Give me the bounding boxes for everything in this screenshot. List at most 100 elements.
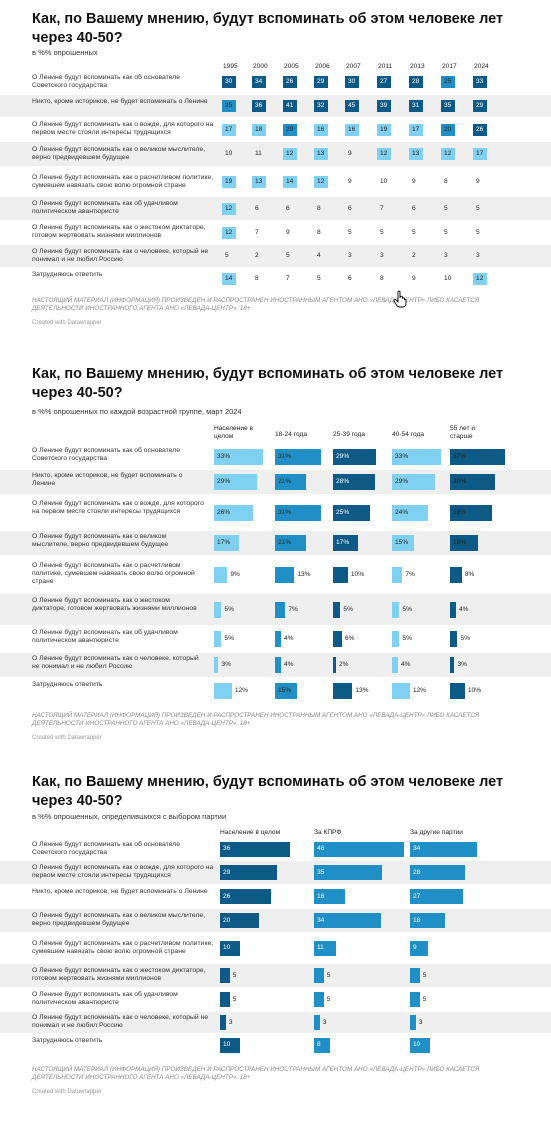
bar-mark — [333, 474, 375, 490]
value-cell — [283, 176, 297, 188]
value-label: 3% — [221, 661, 231, 668]
value-label: 39 — [380, 102, 388, 109]
bar-mark — [214, 683, 232, 699]
row-label: О Ленине будут вспоминать как о вожде, д… — [32, 121, 214, 137]
table-row: О Ленине будут вспоминать как о великом … — [0, 531, 551, 555]
value-cell — [283, 123, 297, 136]
value-label: 5 — [317, 275, 321, 282]
value-label: 9 — [476, 178, 480, 185]
bar-mark — [275, 449, 322, 465]
value-label: 6 — [412, 204, 416, 212]
bar-mark — [410, 865, 465, 880]
value-label: 8 — [255, 275, 259, 282]
value-cell — [314, 100, 328, 112]
value-label: 10% — [350, 570, 365, 578]
value-label: 5 — [476, 204, 480, 212]
value-label: 3 — [380, 252, 384, 259]
value-label: 6 — [348, 275, 352, 282]
row-label: О Ленине будут вспоминать как о вожде, д… — [32, 864, 214, 880]
bar-mark — [333, 504, 371, 521]
bar-mark — [214, 631, 222, 647]
bar-mark — [314, 913, 381, 928]
column-header: 2007 — [346, 63, 361, 70]
bar-mark — [410, 940, 428, 956]
value-label: 5 — [286, 252, 290, 259]
value-label: 29% — [217, 478, 231, 485]
bar-mark — [220, 1015, 226, 1030]
value-cell — [473, 148, 487, 160]
value-cell — [283, 100, 297, 112]
value-label: 10% — [467, 687, 482, 694]
value-label: 12 — [225, 204, 233, 212]
value-label: 33% — [395, 453, 409, 460]
value-label: 19 — [380, 125, 388, 133]
value-label: 25 — [444, 78, 452, 85]
chart-title: Как, по Вашему мнению, будут вспоминать … — [32, 11, 504, 46]
row-label: Затрудняюсь ответить — [32, 1036, 103, 1044]
value-label: 19% — [453, 539, 467, 546]
bar-mark — [220, 968, 230, 983]
value-label: 6 — [286, 204, 290, 212]
value-label: 19 — [225, 178, 233, 185]
value-label: 5% — [402, 635, 412, 642]
row-label: О Ленине будут вспоминать как об удачлив… — [32, 991, 178, 1007]
value-label: 29 — [223, 868, 231, 876]
value-label: 9% — [230, 570, 240, 578]
column-header: Население в целом — [214, 425, 254, 440]
value-label: 33 — [476, 78, 484, 85]
value-label: 31 — [412, 102, 420, 109]
column-header: 2011 — [378, 63, 393, 70]
row-label: О Ленине будут вспоминать как об удачлив… — [32, 200, 178, 216]
bar-mark — [392, 504, 428, 521]
column-header: 25-39 года — [333, 431, 365, 438]
value-label: 16 — [317, 892, 325, 900]
table-row: О Ленине будут вспоминать как об удачлив… — [0, 197, 551, 220]
row-label: О Ленине будут вспоминать как о жестоком… — [32, 597, 197, 613]
bar-mark — [275, 657, 281, 673]
value-cell — [473, 123, 487, 136]
value-label: 5 — [444, 228, 448, 236]
value-label: 2 — [412, 252, 416, 259]
row-label: Затрудняюсь ответить — [32, 270, 103, 278]
bar-mark — [392, 601, 400, 618]
value-label: 35 — [317, 868, 325, 876]
bar-mark — [450, 504, 492, 521]
value-label: 2 — [255, 252, 259, 259]
table-row: Никто, кроме историков, не будет вспомин… — [0, 885, 551, 908]
value-label: 7 — [255, 228, 259, 236]
value-label: 5 — [232, 971, 237, 979]
row-label: О Ленине будут вспоминать как об основат… — [32, 447, 181, 463]
value-label: 18 — [255, 125, 263, 133]
table-row: О Ленине будут вспоминать как о жестоком… — [0, 964, 551, 987]
bar-mark — [214, 601, 222, 618]
value-label: 11 — [317, 944, 324, 951]
bar-mark — [275, 566, 295, 583]
value-cell — [409, 76, 423, 88]
value-cell — [345, 100, 359, 112]
value-label: 5% — [224, 635, 234, 642]
bar-mark — [333, 601, 341, 618]
value-label: 8% — [464, 570, 475, 578]
value-cell — [409, 148, 423, 160]
bar-mark — [314, 968, 324, 983]
bar-mark — [220, 913, 260, 928]
bar-mark — [333, 657, 336, 673]
value-label: 7 — [380, 204, 384, 212]
value-label: 6% — [344, 635, 355, 642]
bar-mark — [333, 631, 342, 647]
value-label: 11 — [255, 150, 262, 157]
table-row: О Ленине будут вспоминать как об удачлив… — [0, 627, 551, 651]
value-label: 21% — [278, 539, 292, 546]
value-label: 5% — [224, 605, 234, 613]
value-label: 12 — [286, 150, 294, 157]
value-label: 9 — [413, 944, 417, 951]
value-label: 5 — [476, 228, 480, 236]
value-label: 29 — [476, 102, 484, 109]
value-label: 5 — [232, 995, 237, 1003]
value-cell — [441, 123, 455, 136]
value-cell — [222, 273, 236, 285]
value-label: 20 — [223, 916, 231, 924]
bar-mark — [410, 841, 477, 857]
row-label: О Ленине будут вспоминать как о человеке… — [32, 247, 209, 263]
value-label: 6 — [255, 204, 259, 212]
